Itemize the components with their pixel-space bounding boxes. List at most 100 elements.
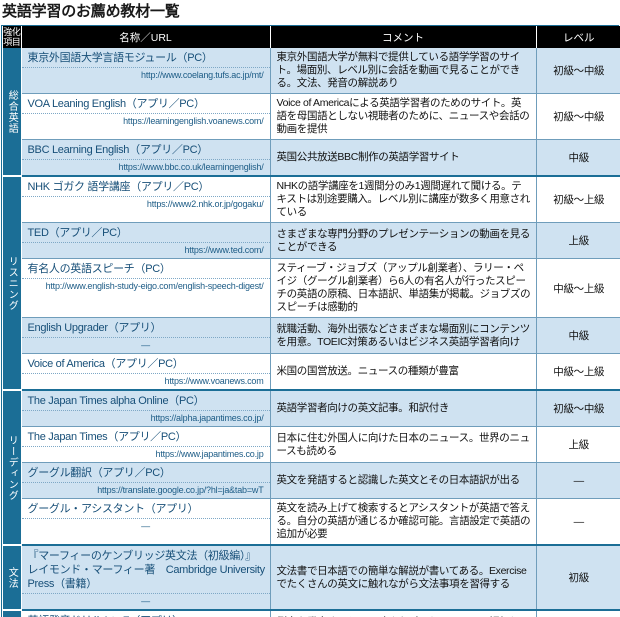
material-comment: Voice of Americaによる英語学習者のためのサイト。英語を母国語とし… (270, 93, 537, 140)
material-name: The Japan Times alpha Online（PC） (21, 391, 270, 411)
column-header-comment: コメント (270, 26, 537, 48)
material-url-none: — (141, 521, 150, 531)
category-cell-4: 発音 (3, 610, 22, 617)
material-name: English Upgrader（アプリ） (21, 318, 270, 338)
material-level: 上級 (536, 222, 620, 259)
material-comment: 英文を発語すると認識した英文とその日本語訳が出る (270, 462, 537, 499)
material-name-cell: BBC Learning English（アプリ／PC） https://www.… (21, 139, 271, 177)
material-name: NHK ゴガク 語学講座（アプリ／PC） (21, 177, 270, 197)
material-name: Voice of America（アプリ／PC） (21, 354, 270, 374)
material-url-link[interactable]: https://learningenglish.voanews.com/ (123, 116, 264, 126)
table-body: 総合英語 東京外国語大学言語モジュール（PC） http://www.coelang… (3, 48, 620, 617)
table-row: 総合英語 東京外国語大学言語モジュール（PC） http://www.coelang… (3, 48, 620, 177)
column-header-category-line2: 項目 (3, 37, 21, 47)
material-name-cell: NHK ゴガク 語学講座（アプリ／PC） https://www2.nhk.or.… (21, 176, 271, 223)
material-comment: NHKの語学講座を1週間分のみ1週間遅れて聞ける。テキストは別途要購入。レベル別… (270, 176, 537, 223)
material-comment: 東京外国語大学が無料で提供している語学学習のサイト。場面別、レベル別に会話を動画… (270, 48, 537, 94)
material-name: グーグル・アシスタント（アプリ） (21, 499, 270, 519)
material-url-link[interactable]: http://www.english-study-eigo.com/englis… (45, 281, 264, 291)
table-row: 文法 『マーフィーのケンブリッジ英文法（初級編）』レイモンド・マーフィー著 Cam… (3, 545, 620, 611)
material-name: グーグル翻訳（アプリ／PC） (21, 463, 270, 483)
material-name: 『マーフィーのケンブリッジ英文法（初級編）』レイモンド・マーフィー著 Cambr… (21, 546, 270, 594)
category-label-wrap: 総合英語 (3, 90, 21, 134)
material-name-cell: English Upgrader（アプリ） — (21, 317, 271, 354)
material-level: 上級 (536, 426, 620, 463)
material-comment: さまざまな専門分野のプレゼンテーションの動画を見ることができる (270, 222, 537, 259)
material-level: 初級〜中級 (536, 48, 620, 94)
column-header-level: レベル (536, 26, 620, 48)
material-level: — (536, 462, 620, 499)
material-url-link[interactable]: https://www.ted.com/ (184, 245, 264, 255)
material-level: 初級〜中級 (536, 93, 620, 140)
material-name-cell: 有名人の英語スピーチ（PC） http://www.english-study-e… (21, 258, 271, 318)
material-comment: 英文を読み上げて検索するとアシスタントが英語で答える。自分の英語が通じるか確認可… (270, 498, 537, 546)
table-row: The Japan Times（アプリ／PC） https://www.japan… (3, 426, 620, 463)
material-comment: 英語学習者向けの英文記事。和訳付き (270, 390, 537, 427)
material-level: 初級 (536, 545, 620, 611)
material-level: 初級 (536, 610, 620, 617)
table-row: 有名人の英語スピーチ（PC） http://www.english-study-e… (3, 258, 620, 318)
material-level: — (536, 498, 620, 546)
material-name-cell: 英語発音ドリルA to Z（アプリ）— (21, 610, 271, 617)
category-label-part: 文法 (6, 566, 18, 589)
material-name: BBC Learning English（アプリ／PC） (21, 140, 270, 160)
material-name: 東京外国語大学言語モジュール（PC） (21, 48, 270, 68)
header-row: 強化 項目 名称／URL コメント レベル (3, 26, 620, 48)
category-label-part: リスニング (6, 255, 18, 311)
material-comment: 米国の国営放送。ニュースの種類が豊富 (270, 353, 537, 391)
material-level: 中級 (536, 139, 620, 177)
material-level: 初級〜上級 (536, 176, 620, 223)
column-header-category-line1: 強化 (3, 27, 21, 37)
material-url-link[interactable]: https://www.japantimes.co.jp (155, 449, 264, 459)
material-name: VOA Leaning English（アプリ／PC） (21, 94, 270, 114)
material-url-link[interactable]: http://www.coelang.tufs.ac.jp/mt/ (141, 70, 264, 80)
material-level: 中級 (536, 317, 620, 354)
page-title: 英語学習のお薦め教材一覧 (2, 3, 180, 20)
material-url-link[interactable]: https://alpha.japantimes.co.jp/ (150, 413, 264, 423)
material-url-none: — (141, 596, 150, 606)
material-name: 有名人の英語スピーチ（PC） (21, 259, 270, 279)
material-name-cell: Voice of America（アプリ／PC） https://www.voan… (21, 353, 271, 391)
table-row: リスニング NHK ゴガク 語学講座（アプリ／PC） https://www2.nh… (3, 176, 620, 391)
material-name: TED（アプリ／PC） (21, 223, 270, 243)
material-comment: 就職活動、海外出張などさまざまな場面別にコンテンツを用意。TOEIC対策あるいは… (270, 317, 537, 354)
category-label-wrap: リーディング (3, 435, 21, 501)
table-row: English Upgrader（アプリ） — 就職活動、海外出張などさまざまな場面… (3, 317, 620, 354)
category-label-part: 総合英語 (6, 89, 18, 134)
category-cell-0: 総合英語 (3, 48, 22, 177)
material-name: 英語発音ドリルA to Z（アプリ） (22, 611, 270, 617)
material-comment: 例文を発音すると、正確さをパーセンテージで評価してくれる (270, 610, 537, 617)
material-url-none: — (141, 340, 150, 350)
material-level: 中級〜上級 (536, 353, 620, 391)
material-comment: 文法書で日本語での簡単な解説が書いてある。Exerciseでたくさんの英文に触れ… (270, 545, 537, 611)
table-row: グーグル・アシスタント（アプリ） — 英文を読み上げて検索するとアシスタントが英語で… (3, 498, 620, 546)
material-url-link[interactable]: https://www2.nhk.or.jp/gogaku/ (146, 199, 264, 209)
table-row: Voice of America（アプリ／PC） https://www.voan… (3, 353, 620, 391)
material-url-link[interactable]: https://translate.google.co.jp/?hl=ja&ta… (97, 485, 264, 495)
material-level: 初級〜中級 (536, 390, 620, 427)
category-label-wrap: リスニング (3, 256, 21, 311)
table-row: TED（アプリ／PC） https://www.ted.com/さまざまな専門分野… (3, 222, 620, 259)
material-url-link[interactable]: https://www.voanews.com (164, 376, 264, 386)
column-header-name: 名称／URL (21, 26, 271, 48)
material-name-cell: グーグル・アシスタント（アプリ） — (21, 498, 271, 546)
material-comment: スティーブ・ジョブズ（アップル創業者）、ラリー・ペイジ（グーグル創業者）ら6人の… (270, 258, 537, 318)
material-name-cell: グーグル翻訳（アプリ／PC） https://translate.google.c… (21, 462, 271, 499)
table-header: 強化 項目 名称／URL コメント レベル (3, 26, 620, 48)
material-level: 中級〜上級 (536, 258, 620, 318)
table-row: リーディング The Japan Times alpha Online（PC） ht… (3, 390, 620, 546)
category-cell-2: リーディング (3, 390, 22, 546)
category-cell-3: 文法 (3, 545, 22, 611)
material-url-link[interactable]: https://www.bbc.co.uk/learningenglish/ (118, 162, 264, 172)
material-name: The Japan Times（アプリ／PC） (21, 427, 270, 447)
category-label-wrap: 文法 (3, 567, 21, 589)
material-name-cell: 東京外国語大学言語モジュール（PC） http://www.coelang.tuf… (21, 48, 271, 94)
table-container: 強化 項目 名称／URL コメント レベル 総合英語 東京外国語大学言語モジュール… (1, 25, 620, 617)
materials-table: 強化 項目 名称／URL コメント レベル 総合英語 東京外国語大学言語モジュール… (3, 26, 620, 617)
table-row: VOA Leaning English（アプリ／PC） https://learn… (3, 93, 620, 140)
material-name-cell: 『マーフィーのケンブリッジ英文法（初級編）』レイモンド・マーフィー著 Cambr… (21, 545, 271, 611)
material-name-cell: VOA Leaning English（アプリ／PC） https://learn… (21, 93, 271, 140)
material-comment: 日本に住む外国人に向けた日本のニュース。世界のニュースも読める (270, 426, 537, 463)
material-name-cell: The Japan Times alpha Online（PC） https://… (21, 390, 271, 427)
